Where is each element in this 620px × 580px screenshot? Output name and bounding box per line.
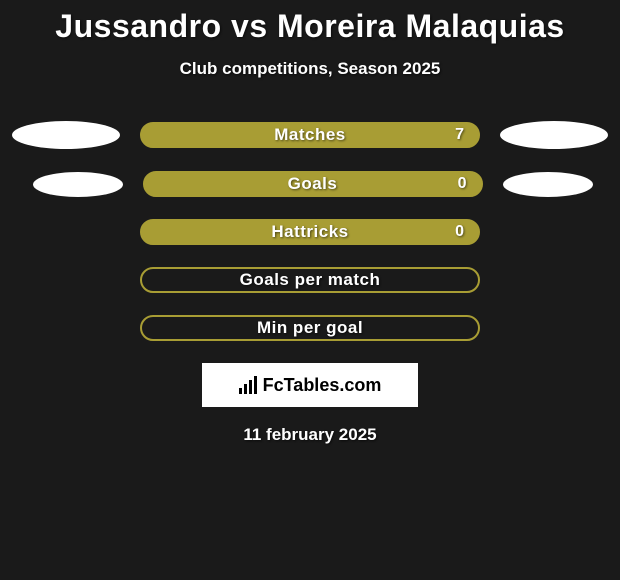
stat-row: Min per goal — [0, 315, 620, 341]
brand-text: FcTables.com — [263, 375, 382, 396]
footer-date: 11 february 2025 — [0, 425, 620, 445]
right-ellipse — [503, 172, 593, 197]
stat-bar: Goals per match — [140, 267, 480, 293]
stat-row: Matches 7 — [0, 121, 620, 149]
right-placeholder — [500, 280, 620, 281]
stat-bar: Hattricks 0 — [140, 219, 480, 245]
left-placeholder — [0, 232, 120, 233]
stat-value: 7 — [455, 126, 464, 144]
left-placeholder — [0, 328, 120, 329]
stat-row: Goals 0 — [0, 171, 620, 197]
stat-label: Min per goal — [257, 318, 363, 338]
stat-bar: Matches 7 — [140, 122, 480, 148]
left-ellipse — [12, 121, 120, 149]
page-subtitle: Club competitions, Season 2025 — [0, 59, 620, 79]
bar-chart-icon — [239, 376, 257, 394]
stat-label: Goals — [288, 174, 338, 194]
stat-rows: Matches 7 Goals 0 Hattricks 0 Goals per match M… — [0, 121, 620, 341]
brand-box: FcTables.com — [202, 363, 418, 407]
right-placeholder — [500, 328, 620, 329]
right-placeholder — [500, 232, 620, 233]
stat-bar: Goals 0 — [143, 171, 483, 197]
stat-label: Goals per match — [240, 270, 381, 290]
page-title: Jussandro vs Moreira Malaquias — [0, 8, 620, 45]
stat-row: Hattricks 0 — [0, 219, 620, 245]
stat-value: 0 — [458, 175, 467, 193]
left-ellipse — [33, 172, 123, 197]
stat-label: Hattricks — [271, 222, 348, 242]
stat-label: Matches — [274, 125, 346, 145]
left-placeholder — [0, 280, 120, 281]
stat-bar: Min per goal — [140, 315, 480, 341]
comparison-infographic: Jussandro vs Moreira Malaquias Club comp… — [0, 0, 620, 445]
right-ellipse — [500, 121, 608, 149]
stat-value: 0 — [455, 223, 464, 241]
stat-row: Goals per match — [0, 267, 620, 293]
